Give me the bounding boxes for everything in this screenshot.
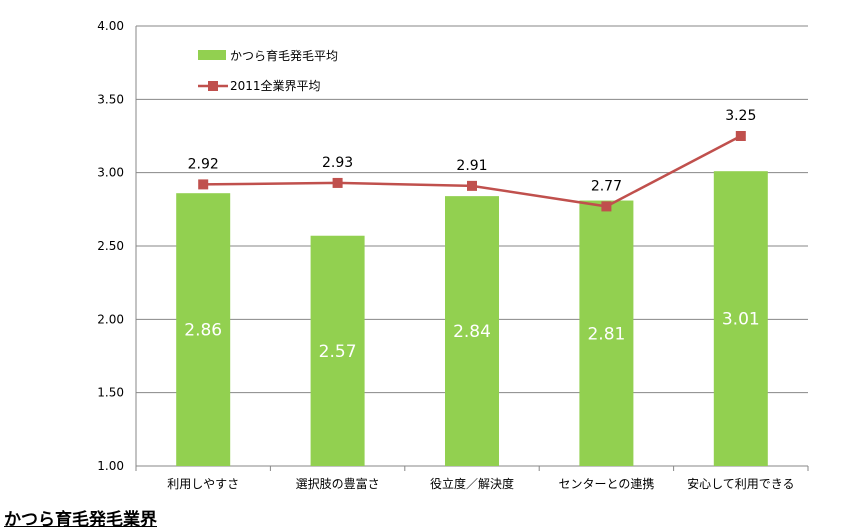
x-category-label: 選択肢の豊富さ: [296, 476, 380, 491]
legend-swatch-bar: [198, 50, 226, 60]
y-tick-label: 3.00: [97, 166, 124, 180]
y-tick-label: 4.00: [97, 19, 124, 33]
bar: [579, 200, 634, 467]
bar-value-label: 3.01: [722, 310, 760, 330]
bar-value-label: 2.81: [587, 324, 625, 344]
bar: [445, 196, 499, 466]
line-marker: [601, 201, 612, 212]
line-value-label: 2.91: [456, 158, 487, 174]
legend-swatch-marker: [208, 81, 218, 91]
y-tick-label: 3.50: [97, 92, 124, 106]
line-marker: [735, 131, 746, 141]
bar-value-label: 2.86: [184, 321, 222, 341]
x-category-label: 利用しやすさ: [167, 477, 239, 491]
bar: [310, 235, 365, 466]
bar: [176, 193, 231, 466]
y-tick-label: 1.50: [97, 386, 124, 400]
legend-label: かつら育毛発毛平均: [230, 48, 338, 63]
x-category-label: センターとの連携: [558, 476, 654, 491]
bar-value-label: 2.84: [453, 322, 491, 342]
y-tick-label: 1.00: [97, 459, 124, 473]
line-value-label: 2.92: [188, 156, 219, 172]
section-title: かつら育毛発毛業界: [4, 510, 157, 530]
line-value-label: 3.25: [725, 108, 756, 124]
line-value-label: 2.77: [591, 178, 622, 194]
y-tick-label: 2.50: [97, 239, 124, 253]
x-category-label: 安心して利用できる: [687, 476, 794, 491]
bar: [713, 171, 768, 466]
line-marker: [198, 179, 209, 190]
bar-value-label: 2.57: [319, 342, 357, 362]
chart: 1.00 1.50 2.00 2.50 3.00 3.50 4.00 2.86 2.57 2.8…: [97, 19, 809, 491]
y-tick-label: 2.00: [97, 312, 124, 326]
line-marker: [332, 177, 343, 188]
line-value-label: 2.93: [322, 155, 353, 171]
legend-label: 2011全業界平均: [230, 78, 321, 93]
x-category-label: 役立度／解決度: [430, 476, 514, 491]
line-marker: [467, 180, 477, 191]
